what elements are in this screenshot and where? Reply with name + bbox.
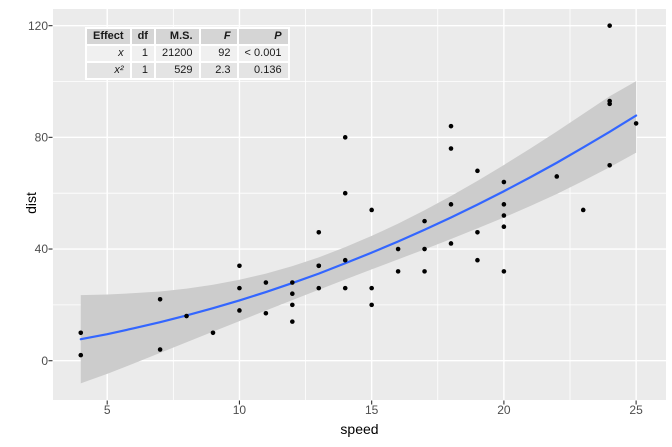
x-tick-label: 20 — [497, 403, 511, 417]
y-axis-title: dist — [23, 192, 39, 214]
data-point — [237, 308, 242, 313]
anova-cell: 92 — [200, 46, 237, 61]
anova-cell: 1 — [131, 63, 154, 78]
data-point — [448, 202, 454, 207]
x-tick-label: 25 — [629, 403, 643, 417]
data-point — [475, 168, 480, 174]
data-point — [607, 98, 612, 104]
data-point — [395, 269, 401, 274]
smooth-line — [79, 114, 638, 341]
data-point — [501, 213, 507, 218]
data-point — [422, 218, 427, 224]
data-point — [607, 162, 612, 168]
anova-header-cell: df — [131, 29, 154, 44]
data-point — [342, 190, 348, 196]
confidence-ribbon — [80, 81, 637, 384]
data-point — [290, 291, 295, 297]
data-point — [448, 123, 454, 129]
y-tick-label: 80 — [35, 131, 49, 145]
data-point — [342, 257, 348, 263]
data-point — [290, 280, 295, 285]
data-point — [369, 285, 374, 291]
anova-cell: 21200 — [155, 46, 199, 61]
data-point — [475, 257, 480, 263]
anova-row: x² 1 529 2.3 0.136 — [87, 63, 288, 78]
anova-cell: x — [87, 46, 130, 61]
data-point — [263, 310, 269, 316]
data-point — [448, 241, 454, 246]
anova-cell: 2.3 — [200, 63, 237, 78]
data-point — [580, 207, 586, 213]
data-point — [501, 269, 507, 274]
anova-header-row: Effect df M.S. F P — [87, 29, 288, 44]
data-point — [263, 280, 269, 285]
y-tick-label: 40 — [35, 242, 49, 256]
data-point — [607, 23, 612, 28]
data-point — [501, 224, 507, 229]
data-point — [210, 330, 216, 336]
data-point — [78, 352, 84, 358]
data-point — [369, 207, 374, 213]
data-point — [316, 285, 322, 291]
data-point — [316, 263, 322, 269]
anova-header-cell: M.S. — [155, 29, 199, 44]
anova-header-cell: F — [200, 29, 237, 44]
anova-cell: 1 — [131, 46, 154, 61]
data-point — [475, 229, 480, 235]
data-point — [342, 285, 348, 291]
data-point — [290, 302, 295, 308]
x-axis-title: speed — [340, 421, 379, 437]
data-point — [501, 202, 507, 207]
x-tick-label: 5 — [104, 403, 111, 417]
y-tick-label: 120 — [28, 19, 48, 33]
data-point — [422, 269, 427, 274]
x-tick-label: 10 — [233, 403, 247, 417]
data-point — [448, 146, 454, 151]
data-point — [316, 229, 322, 235]
x-tick-label: 15 — [365, 403, 379, 417]
data-point — [237, 263, 242, 269]
anova-cell: x² — [87, 63, 130, 78]
anova-header-cell: Effect — [87, 29, 130, 44]
data-point — [237, 285, 242, 291]
y-tick-label: 0 — [41, 354, 48, 368]
anova-header-cell: P — [238, 29, 288, 44]
data-point — [369, 302, 374, 308]
anova-cell: 0.136 — [238, 63, 288, 78]
data-point — [342, 135, 348, 140]
anova-cell: 529 — [155, 63, 199, 78]
data-point — [184, 313, 189, 319]
data-point — [554, 174, 560, 179]
data-point — [78, 330, 84, 336]
data-point — [501, 179, 507, 185]
data-point — [290, 319, 295, 324]
data-point — [422, 246, 427, 252]
data-point — [157, 296, 163, 302]
data-point — [157, 347, 163, 352]
anova-row: x 1 21200 92 < 0.001 — [87, 46, 288, 61]
data-point — [633, 121, 639, 126]
anova-cell: < 0.001 — [238, 46, 288, 61]
data-point — [395, 246, 401, 252]
